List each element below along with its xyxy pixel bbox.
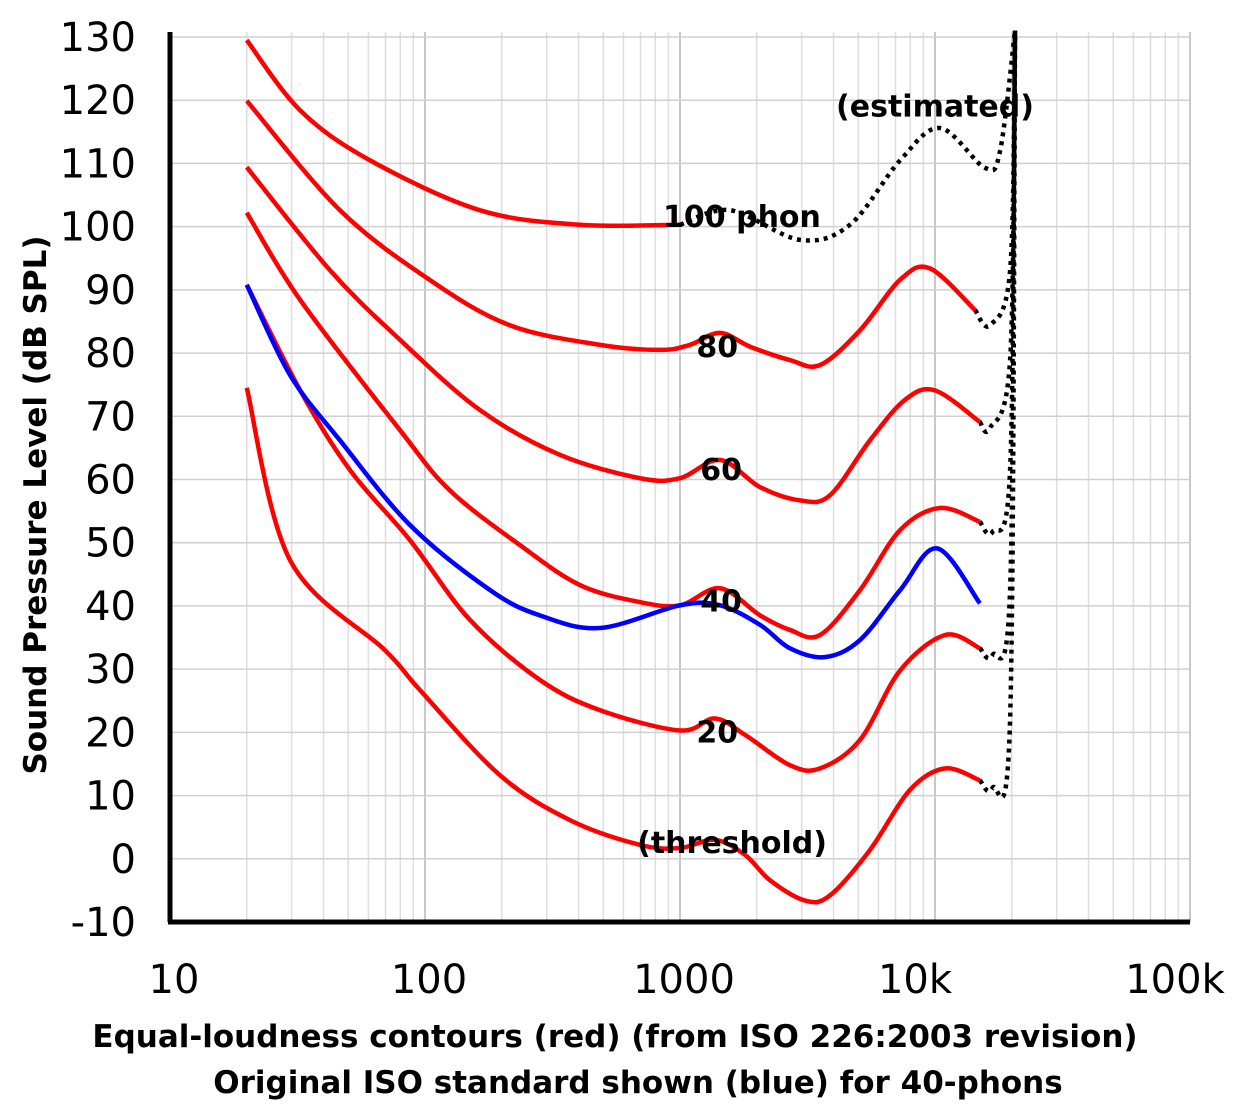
annotation-label: 80 [696,330,738,365]
y-tick-label: 130 [60,15,136,61]
y-tick-label: 40 [85,584,136,630]
series-line-100-phon-estimated [679,30,1018,243]
x-tick-label: 10k [878,957,953,1003]
series-line-100-phon [244,38,681,229]
x-tick-label: 10 [149,957,200,1003]
series-line-20-phon-estimated [978,30,1018,661]
annotation-label: (estimated) [836,90,1034,125]
y-tick-label: 70 [85,394,136,440]
y-tick-label: 0 [111,837,136,883]
y-axis-title: Sound Pressure Level (dB SPL) [18,235,54,774]
y-tick-label: 30 [85,647,136,693]
series-line-threshold-estimated [978,30,1018,800]
series-line-80-phon [245,99,977,370]
y-tick-label: 80 [85,331,136,377]
x-axis-caption-line-2: Original ISO standard shown (blue) for 4… [213,1065,1062,1101]
series-line-threshold [244,387,981,905]
annotation-label: (threshold) [637,826,827,861]
y-tick-label: 90 [85,268,136,314]
series-line-60-phon [245,165,982,505]
y-tick-label: -10 [71,900,136,946]
x-tick-labels: 10 100 1000 10k 100k [149,957,1226,1003]
y-tick-label: 100 [60,205,136,251]
y-tick-label: 110 [60,141,136,187]
annotation-label: 20 [696,715,738,750]
x-tick-label: 100k [1125,957,1225,1003]
y-tick-label: 10 [85,774,136,820]
annotation-label: 100 phon [663,200,821,235]
y-tick-label: 50 [85,521,136,567]
y-tick-label: 60 [85,458,136,504]
annotation-label: 40 [700,585,742,620]
y-tick-label: 120 [60,78,136,124]
x-tick-label: 100 [391,957,467,1003]
grid [169,32,1191,923]
series-layer [244,30,1018,905]
series-line-80-phon-estimated [973,30,1018,329]
annotations: (estimated) 100 phon 80 60 40 20 (threshold) [637,90,1034,861]
annotation-label: 60 [700,453,742,488]
x-tick-label: 1000 [633,957,735,1003]
series-line-40-phon [244,211,981,640]
y-tick-label: 20 [85,710,136,756]
series-line-20-phon [244,283,981,773]
series-line-original-40-phon [244,283,982,660]
x-axis-caption-line-1: Equal-loudness contours (red) (from ISO … [92,1019,1137,1055]
series-line-60-phon-estimated [978,30,1018,435]
